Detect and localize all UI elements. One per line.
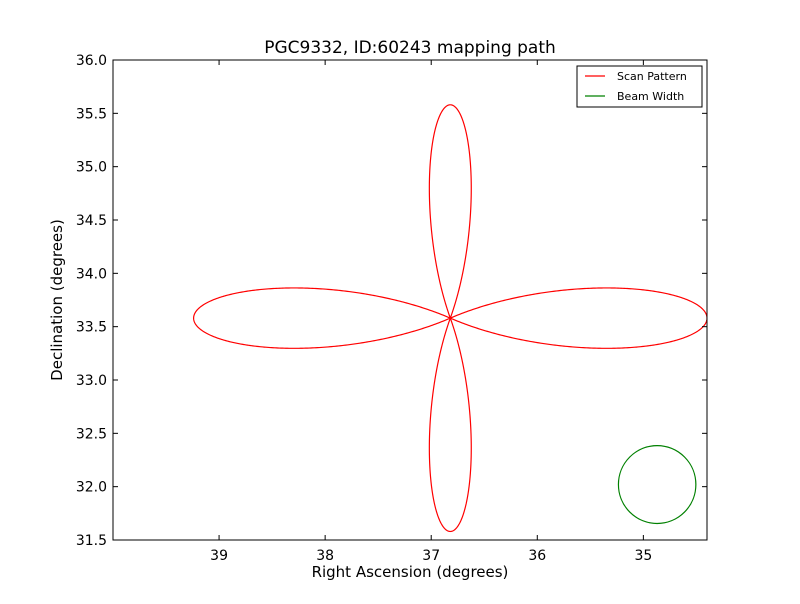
y-tick-label: 35.5 (76, 106, 107, 122)
y-tick-label: 32.5 (76, 426, 107, 442)
plot-area: 39 38 37 36 35 31.532.032.533.033.534.034.53… (76, 53, 708, 564)
series-scan-pattern (193, 104, 707, 533)
x-tick-label: 36 (528, 548, 546, 564)
y-tick-label: 34.5 (76, 213, 107, 229)
series-beam-width (617, 444, 697, 525)
chart-title: PGC9332, ID:60243 mapping path (264, 38, 556, 58)
series-layer (193, 104, 707, 533)
y-axis-label: Declination (degrees) (48, 219, 66, 381)
x-tick-label: 38 (316, 548, 334, 564)
x-tick-label: 37 (422, 548, 440, 564)
plot-frame (112, 59, 708, 541)
x-tick-label: 35 (634, 548, 652, 564)
y-axis: 31.5 32.0 32.5 33.0 33.5 34.0 34.5 35.0 35.5 36.0 (76, 53, 707, 549)
y-tick-label: 33.0 (76, 373, 107, 389)
x-tick-label: 39 (210, 548, 228, 564)
y-tick-label: 35.0 (76, 160, 107, 176)
legend: Scan Pattern Beam Width (576, 65, 703, 108)
legend-label-beam-width: Beam Width (617, 90, 684, 103)
y-tick-label: 32.0 (76, 480, 107, 496)
legend-frame (576, 65, 703, 108)
y-tick-label: 31.5 (76, 533, 107, 549)
y-tick-label: 33.5 (76, 320, 107, 336)
y-tick-label: 36.0 (76, 53, 107, 69)
x-axis: 39 38 37 36 35 (210, 60, 652, 564)
x-axis-label: Right Ascension (degrees) (312, 563, 509, 581)
legend-label-scan-pattern: Scan Pattern (617, 70, 687, 83)
y-tick-label: 34.0 (76, 266, 107, 282)
